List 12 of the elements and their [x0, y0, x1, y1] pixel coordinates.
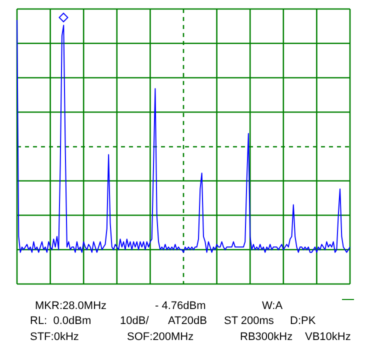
text: SOF:200MHz [127, 331, 194, 344]
text: MKR:28.0MHz [35, 300, 107, 313]
text: RB300kHz [240, 331, 293, 344]
text: STF:0kHz [30, 331, 79, 344]
text: AT20dB [168, 315, 207, 328]
text: 10dB/ [120, 315, 149, 328]
text: RL: 0.0dBm [30, 315, 92, 328]
text: - 4.76dBm [155, 300, 206, 313]
text: ST 200ms [224, 315, 274, 328]
text: W:A [262, 300, 283, 313]
text: D:PK [290, 315, 316, 328]
text: VB10kHz [305, 331, 351, 344]
